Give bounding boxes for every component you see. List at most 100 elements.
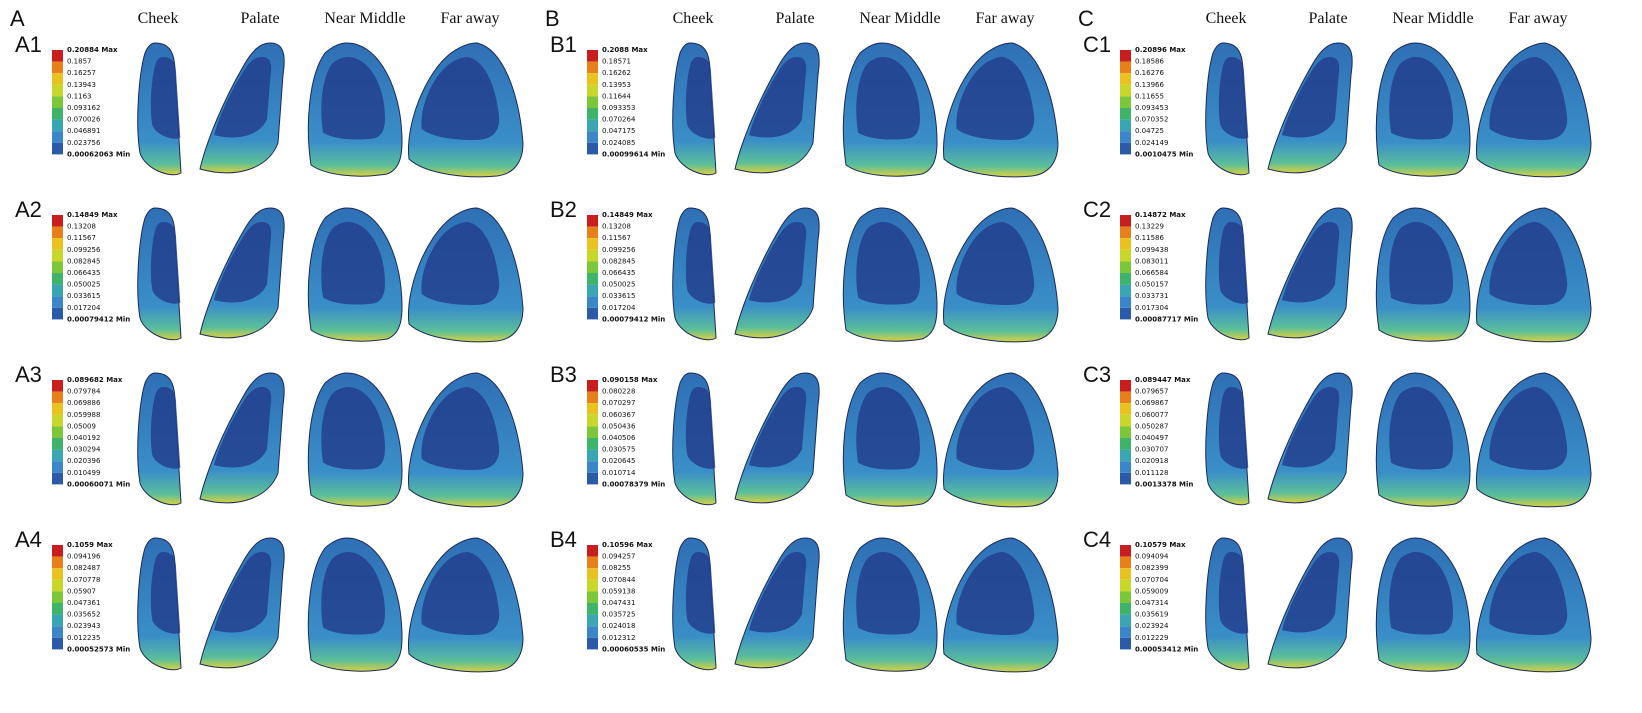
legend-swatch	[52, 580, 63, 592]
column-header: Palate	[1308, 10, 1347, 27]
legend-swatch	[52, 261, 63, 273]
stress-region	[151, 387, 180, 469]
legend-swatch	[587, 120, 598, 132]
legend-swatch	[587, 85, 598, 97]
legend-swatch	[587, 461, 598, 473]
legend-swatch	[1120, 638, 1131, 650]
legend-label: 0.069886	[67, 399, 101, 407]
legend-swatch	[52, 568, 63, 580]
legend-swatch	[1120, 461, 1131, 473]
legend-label: 0.059988	[67, 411, 100, 419]
legend-label: 0.030707	[1135, 446, 1168, 454]
legend-label: 0.089447 Max	[1135, 376, 1191, 384]
legend-label: 0.070352	[1135, 116, 1168, 124]
tooth	[408, 538, 523, 672]
legend-swatch	[52, 296, 63, 308]
legend-swatch	[52, 545, 63, 557]
legend-label: 0.047431	[602, 599, 635, 607]
legend-label: 0.069867	[1135, 399, 1168, 407]
tooth	[1268, 43, 1352, 173]
tooth	[1206, 43, 1249, 175]
legend-swatch	[587, 250, 598, 262]
tooth	[673, 43, 716, 175]
legend-label: 0.11567	[67, 234, 96, 242]
column-header: Near Middle	[324, 10, 405, 27]
panel-label: C	[1078, 6, 1094, 31]
legend-swatch	[587, 392, 598, 404]
legend-swatch	[1120, 426, 1131, 438]
legend-swatch	[1120, 96, 1131, 108]
legend-label: 0.023924	[1135, 622, 1169, 630]
legend-swatch	[52, 380, 63, 392]
legend-label: 0.00087717 Min	[1135, 315, 1198, 323]
legend-swatch	[587, 96, 598, 108]
legend-label: 0.094094	[1135, 553, 1169, 561]
legend-label: 0.050436	[602, 422, 636, 430]
legend-label: 0.070026	[67, 116, 101, 124]
legend-swatch	[52, 415, 63, 427]
stress-region	[151, 57, 180, 139]
legend-label: 0.023756	[67, 139, 101, 147]
legend-swatch	[52, 73, 63, 85]
legend-swatch	[1120, 580, 1131, 592]
stress-region	[686, 222, 715, 304]
legend-label: 0.047175	[602, 127, 635, 135]
tooth	[138, 373, 181, 505]
legend-swatch	[587, 557, 598, 569]
legend-swatch	[52, 438, 63, 450]
stress-region	[151, 222, 180, 304]
tooth	[1206, 208, 1249, 340]
legend-swatch	[52, 108, 63, 120]
legend-label: 0.066435	[67, 269, 100, 277]
column-header: Far away	[975, 10, 1034, 27]
legend-swatch	[587, 273, 598, 285]
legend-swatch	[1120, 50, 1131, 62]
legend-label: 0.082845	[602, 257, 635, 265]
legend-label: 0.010714	[602, 469, 636, 477]
legend-swatch	[587, 108, 598, 120]
legend-swatch	[52, 461, 63, 473]
legend-swatch	[587, 568, 598, 580]
stress-region	[1219, 57, 1248, 139]
legend-label: 0.16262	[602, 69, 631, 77]
legend-label: 0.11586	[1135, 234, 1164, 242]
legend-swatch	[1120, 62, 1131, 74]
legend-label: 0.017304	[1135, 304, 1169, 312]
legend-swatch	[52, 273, 63, 285]
legend-label: 0.093162	[67, 104, 100, 112]
legend-swatch	[1120, 273, 1131, 285]
legend-swatch	[1120, 85, 1131, 97]
legend-label: 0.090158 Max	[602, 376, 658, 384]
legend-label: 0.066435	[602, 269, 635, 277]
column-header: Far away	[440, 10, 499, 27]
tooth	[1476, 373, 1591, 507]
legend-swatch	[52, 85, 63, 97]
legend-label: 0.13229	[1135, 223, 1164, 231]
legend-label: 0.14849 Max	[67, 211, 118, 219]
legend-swatch	[52, 473, 63, 485]
legend-swatch	[52, 50, 63, 62]
legend-swatch	[587, 215, 598, 227]
legend-swatch	[52, 392, 63, 404]
legend-label: 0.11644	[602, 92, 631, 100]
tooth	[200, 43, 284, 173]
legend-swatch	[587, 403, 598, 415]
column-header: Near Middle	[1392, 10, 1473, 27]
legend-label: 0.050025	[602, 281, 635, 289]
legend-label: 0.00079412 Min	[67, 315, 130, 323]
legend-swatch	[1120, 285, 1131, 297]
legend-label: 0.13953	[602, 81, 631, 89]
legend-swatch	[1120, 308, 1131, 320]
legend-label: 0.040497	[1135, 434, 1168, 442]
legend-swatch	[587, 580, 598, 592]
legend-swatch	[1120, 438, 1131, 450]
tooth	[943, 538, 1058, 672]
legend-swatch	[1120, 261, 1131, 273]
legend-swatch	[52, 250, 63, 262]
legend-label: 0.0013378 Min	[1135, 480, 1193, 488]
legend-label: 0.0010475 Min	[1135, 150, 1193, 158]
legend-swatch	[587, 438, 598, 450]
legend-label: 0.094196	[67, 553, 101, 561]
panel: CCheekPalateNear MiddleFar awayC10.20896…	[1078, 6, 1591, 672]
legend-label: 0.024085	[602, 139, 635, 147]
